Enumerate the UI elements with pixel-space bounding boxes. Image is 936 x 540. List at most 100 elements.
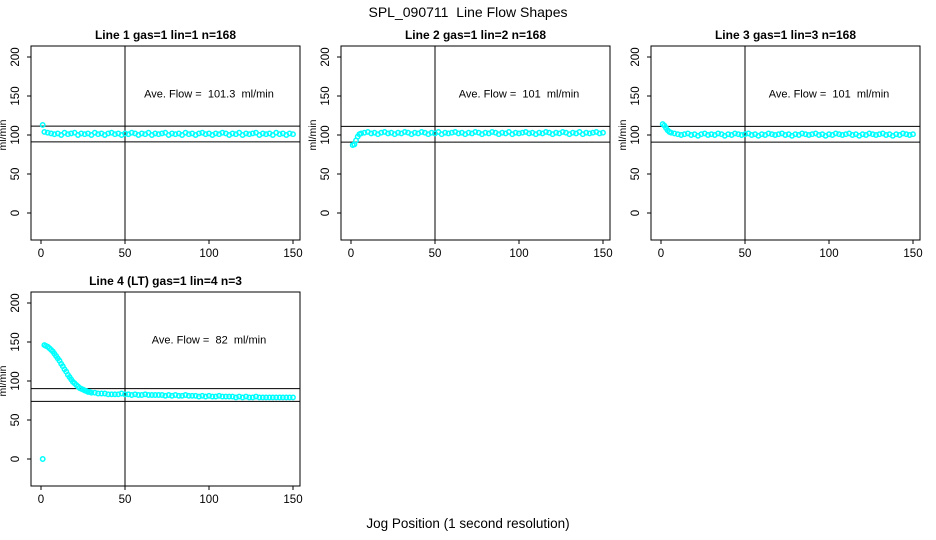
data-point [290, 394, 296, 401]
data-point [512, 129, 519, 136]
x-tick-label: 50 [119, 494, 132, 506]
data-point [253, 393, 259, 400]
data-point [132, 391, 139, 398]
data-point [51, 131, 58, 138]
data-point [674, 131, 681, 138]
data-point [553, 129, 559, 136]
data-point [705, 132, 711, 138]
data-point [105, 130, 112, 137]
x-tick-label: 0 [38, 494, 44, 506]
data-point [273, 394, 280, 401]
x-tick-label: 150 [283, 248, 302, 260]
y-tick-label: 200 [10, 293, 22, 312]
data-point [569, 129, 576, 136]
data-point [448, 129, 455, 136]
data-point [249, 394, 256, 401]
data-point [142, 391, 149, 398]
x-tick-label: 50 [429, 248, 442, 260]
data-point [246, 131, 253, 138]
data-point [873, 132, 879, 138]
data-point [189, 392, 196, 399]
data-point [206, 392, 212, 399]
data-point [108, 391, 115, 398]
y-tick-label: 150 [10, 332, 22, 351]
data-point [185, 131, 192, 138]
data-point [249, 130, 256, 137]
data-point [212, 130, 219, 137]
y-tick-label: 0 [630, 210, 642, 216]
data-point [39, 121, 46, 128]
data-point [172, 392, 179, 398]
data-point [519, 129, 526, 136]
x-tick-label: 150 [283, 494, 302, 506]
data-point [128, 129, 135, 136]
data-point [671, 130, 678, 137]
data-point [276, 394, 283, 401]
data-point [192, 392, 199, 399]
data-point [39, 456, 46, 462]
data-point [775, 131, 782, 138]
data-point [88, 389, 95, 396]
x-tick-label: 50 [739, 248, 752, 260]
data-point [216, 392, 223, 399]
data-point [489, 128, 496, 135]
data-point [681, 131, 688, 138]
data-point [246, 394, 253, 401]
data-point [209, 393, 216, 400]
y-tick-label: 50 [10, 414, 22, 427]
data-point [735, 131, 742, 138]
x-tick-label: 0 [348, 248, 354, 260]
x-tick-label: 50 [119, 248, 132, 260]
data-point [259, 394, 266, 401]
data-point [472, 128, 479, 135]
data-point [536, 129, 543, 136]
data-point [802, 131, 809, 138]
data-point [41, 128, 48, 135]
data-point [836, 131, 843, 138]
data-point [698, 131, 705, 138]
data-point [169, 130, 175, 137]
data-points [349, 128, 606, 149]
data-point [869, 131, 876, 138]
data-points [39, 121, 296, 138]
data-point [815, 132, 822, 138]
data-point [586, 130, 593, 137]
x-tick-label: 150 [903, 248, 922, 260]
data-point [765, 130, 772, 137]
data-point [138, 130, 145, 137]
data-point [668, 129, 675, 136]
data-point [138, 392, 145, 398]
y-tick-label: 0 [10, 456, 22, 462]
data-point [172, 131, 179, 138]
data-point [64, 131, 71, 138]
data-point [81, 131, 88, 138]
data-point [263, 131, 270, 138]
data-point [202, 393, 209, 400]
data-point [263, 394, 270, 401]
y-tick-label: 0 [10, 210, 22, 216]
data-point [883, 132, 890, 138]
data-point [239, 394, 246, 401]
data-point [731, 130, 738, 137]
panel-4: 0 50 100 150 0 50 100 150 200 ml/min Line 4 (LT) g… [0, 274, 303, 506]
figure-title: SPL_090711 Line Flow Shapes [368, 4, 568, 20]
ave-flow-annotation: Ave. Flow = 101.3 ml/min [144, 89, 274, 101]
data-point [678, 132, 685, 138]
data-point [98, 390, 105, 397]
data-point [688, 132, 695, 138]
data-point [78, 130, 85, 137]
y-tick-label: 50 [10, 168, 22, 181]
data-point [876, 131, 883, 138]
data-point [128, 392, 135, 398]
data-point [165, 392, 172, 398]
data-point [792, 131, 799, 138]
panel-title: Line 3 gas=1 lin=3 n=168 [715, 28, 856, 42]
plot-frame [650, 45, 921, 241]
data-point [715, 130, 722, 137]
y-tick-label: 150 [10, 86, 22, 105]
data-point [286, 130, 293, 137]
y-axis-title: ml/min [0, 119, 9, 150]
data-point [283, 394, 290, 401]
y-axis-title: ml/min [0, 365, 9, 396]
